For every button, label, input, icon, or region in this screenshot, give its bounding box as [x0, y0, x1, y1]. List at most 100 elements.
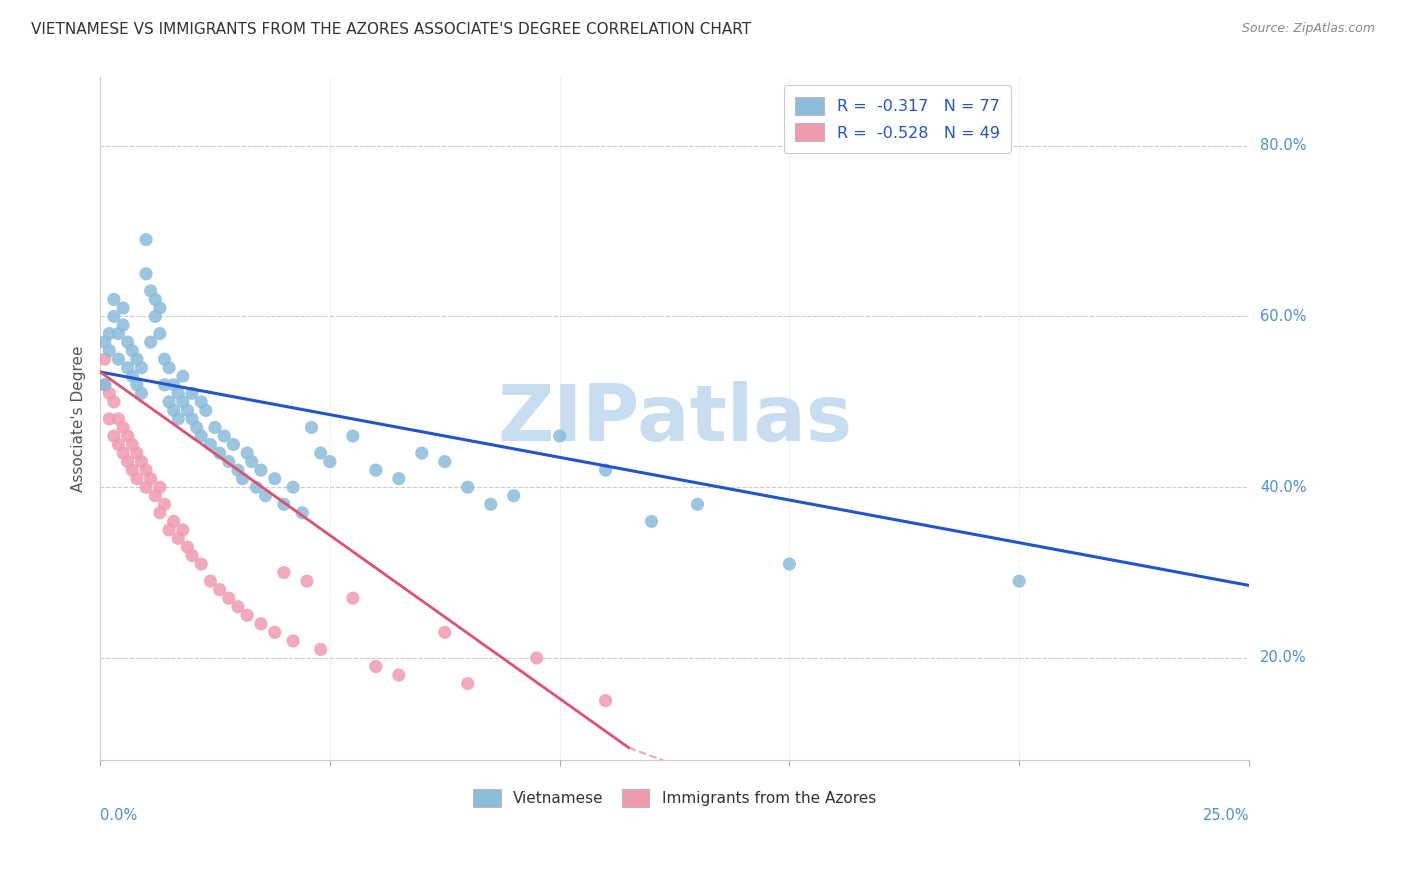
Point: [143, 489, 166, 503]
Point: [153, 377, 176, 392]
Point: [157, 523, 180, 537]
Point: [236, 608, 259, 623]
Point: [121, 437, 143, 451]
Point: [200, 437, 222, 451]
Point: [204, 420, 226, 434]
Point: [135, 267, 157, 281]
Text: 20.0%: 20.0%: [1260, 650, 1306, 665]
Point: [163, 403, 186, 417]
Point: [121, 369, 143, 384]
Point: [502, 489, 524, 503]
Point: [172, 395, 194, 409]
Point: [135, 480, 157, 494]
Point: [254, 489, 277, 503]
Point: [263, 472, 285, 486]
Point: [263, 625, 285, 640]
Point: [93, 377, 115, 392]
Point: [273, 566, 295, 580]
Point: [595, 463, 617, 477]
Point: [112, 301, 135, 315]
Point: [163, 377, 186, 392]
Point: [200, 574, 222, 588]
Point: [176, 403, 198, 417]
Legend: Vietnamese, Immigrants from the Azores: Vietnamese, Immigrants from the Azores: [465, 781, 883, 814]
Point: [388, 668, 411, 682]
Point: [103, 395, 125, 409]
Point: [236, 446, 259, 460]
Point: [291, 506, 314, 520]
Point: [139, 284, 162, 298]
Point: [139, 335, 162, 350]
Point: [135, 233, 157, 247]
Point: [208, 582, 231, 597]
Point: [112, 446, 135, 460]
Point: [139, 472, 162, 486]
Point: [143, 310, 166, 324]
Point: [93, 352, 115, 367]
Point: [98, 326, 121, 341]
Point: [190, 429, 212, 443]
Point: [149, 506, 172, 520]
Point: [240, 454, 263, 468]
Point: [640, 514, 662, 528]
Point: [281, 480, 304, 494]
Point: [176, 540, 198, 554]
Point: [125, 472, 148, 486]
Point: [117, 335, 139, 350]
Point: [131, 454, 153, 468]
Point: [250, 616, 273, 631]
Point: [218, 454, 240, 468]
Point: [98, 386, 121, 401]
Point: [526, 651, 548, 665]
Text: 0.0%: 0.0%: [100, 808, 138, 823]
Text: VIETNAMESE VS IMMIGRANTS FROM THE AZORES ASSOCIATE'S DEGREE CORRELATION CHART: VIETNAMESE VS IMMIGRANTS FROM THE AZORES…: [31, 22, 751, 37]
Point: [131, 360, 153, 375]
Point: [301, 420, 323, 434]
Text: 80.0%: 80.0%: [1260, 138, 1306, 153]
Point: [103, 310, 125, 324]
Point: [149, 480, 172, 494]
Y-axis label: Associate's Degree: Associate's Degree: [72, 346, 86, 492]
Point: [149, 326, 172, 341]
Point: [309, 446, 332, 460]
Point: [319, 454, 342, 468]
Point: [149, 301, 172, 315]
Point: [93, 377, 115, 392]
Point: [157, 395, 180, 409]
Point: [281, 633, 304, 648]
Point: [131, 386, 153, 401]
Point: [117, 360, 139, 375]
Point: [172, 369, 194, 384]
Point: [218, 591, 240, 606]
Point: [194, 403, 217, 417]
Point: [117, 454, 139, 468]
Point: [125, 352, 148, 367]
Point: [172, 523, 194, 537]
Point: [167, 532, 190, 546]
Text: 60.0%: 60.0%: [1260, 309, 1306, 324]
Point: [107, 437, 129, 451]
Point: [98, 412, 121, 426]
Point: [163, 514, 186, 528]
Text: ZIPatlas: ZIPatlas: [496, 381, 852, 457]
Point: [222, 437, 245, 451]
Point: [250, 463, 273, 477]
Point: [342, 429, 364, 443]
Point: [98, 343, 121, 358]
Point: [143, 293, 166, 307]
Point: [273, 497, 295, 511]
Point: [157, 360, 180, 375]
Point: [457, 676, 479, 690]
Text: 40.0%: 40.0%: [1260, 480, 1306, 495]
Text: Source: ZipAtlas.com: Source: ZipAtlas.com: [1241, 22, 1375, 36]
Text: 25.0%: 25.0%: [1202, 808, 1249, 823]
Point: [107, 412, 129, 426]
Point: [103, 429, 125, 443]
Point: [181, 386, 204, 401]
Point: [364, 659, 387, 673]
Point: [364, 463, 387, 477]
Point: [190, 395, 212, 409]
Point: [388, 472, 411, 486]
Point: [595, 693, 617, 707]
Point: [153, 497, 176, 511]
